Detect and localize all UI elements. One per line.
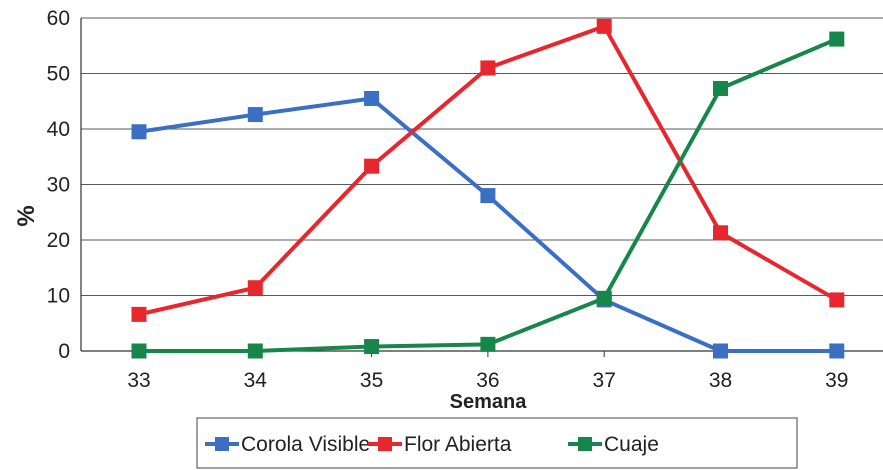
- marker-corola-visible-33: [131, 124, 147, 140]
- x-tick-label-34: 34: [244, 369, 268, 392]
- legend-label-flor-abierta: Flor Abierta: [404, 433, 512, 456]
- legend-swatch-marker-corola-visible: [215, 437, 229, 451]
- marker-corola-visible-34: [247, 107, 263, 123]
- y-tick-labels: 0 10 20 30 40 50 60: [47, 7, 70, 363]
- y-tick-label-40: 40: [47, 118, 70, 141]
- marker-flor-abierta-34: [247, 280, 263, 296]
- x-axis-title: Semana: [450, 391, 528, 413]
- legend-swatch-marker-cuaje: [578, 437, 592, 451]
- marker-cuaje-33: [131, 343, 147, 359]
- legend-items: Corola Visible Flor Abierta Cuaje: [205, 433, 659, 456]
- marker-corola-visible-38: [713, 343, 728, 359]
- y-tick-label-60: 60: [47, 7, 70, 30]
- y-tick-label-50: 50: [47, 63, 70, 86]
- marker-cuaje-37: [596, 290, 612, 306]
- marker-flor-abierta-39: [829, 292, 845, 308]
- marker-flor-abierta-36: [480, 60, 496, 76]
- y-tick-label-20: 20: [47, 229, 70, 252]
- marker-corola-visible-35: [364, 90, 380, 106]
- series-markers: [131, 18, 845, 359]
- marker-cuaje-39: [829, 31, 845, 47]
- series-line-corola-visible: [137, 96, 839, 353]
- legend-box: [196, 417, 798, 469]
- legend-label-cuaje: Cuaje: [604, 433, 659, 456]
- marker-cuaje-36: [480, 336, 496, 352]
- marker-flor-abierta-35: [364, 158, 380, 174]
- marker-cuaje-34: [247, 343, 263, 359]
- x-tick-label-37: 37: [593, 369, 616, 392]
- x-tick-labels: 33 34 35 36 37 38 39: [127, 369, 848, 392]
- x-tick-label-36: 36: [476, 369, 499, 392]
- marker-flor-abierta-37: [596, 18, 612, 34]
- y-tick-label-10: 10: [47, 285, 70, 308]
- marker-flor-abierta-38: [713, 225, 728, 241]
- legend-label-corola-visible: Corola Visible: [241, 433, 370, 456]
- x-tick-label-35: 35: [360, 369, 383, 392]
- y-axis-title: %: [13, 205, 40, 226]
- y-tick-label-30: 30: [47, 174, 70, 197]
- marker-corola-visible-39: [829, 343, 845, 359]
- gridlines: [81, 17, 883, 296]
- legend: Corola Visible Flor Abierta Cuaje: [196, 417, 798, 469]
- y-tick-label-0: 0: [58, 340, 70, 363]
- marker-cuaje-38: [713, 80, 728, 96]
- x-tick-label-38: 38: [709, 369, 732, 392]
- x-tick-label-33: 33: [127, 369, 150, 392]
- x-tick-label-39: 39: [825, 369, 848, 392]
- marker-cuaje-35: [364, 339, 380, 355]
- marker-flor-abierta-33: [131, 306, 147, 322]
- marker-corola-visible-36: [480, 188, 496, 204]
- legend-swatch-marker-flor-abierta: [378, 437, 392, 451]
